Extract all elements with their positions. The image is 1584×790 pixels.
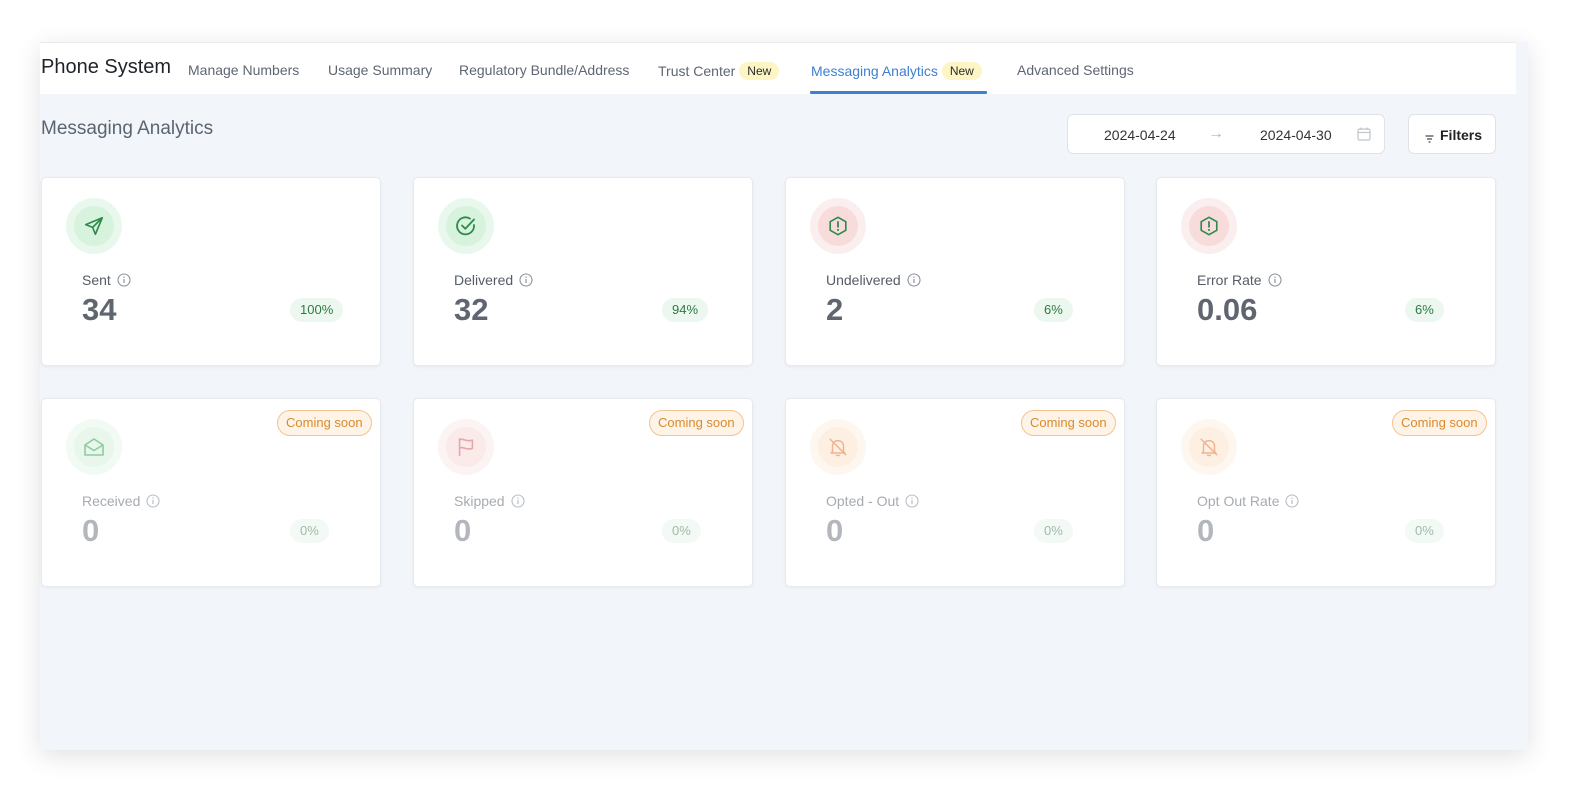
tab-label: Advanced Settings: [1017, 62, 1134, 78]
info-icon[interactable]: [519, 273, 533, 290]
tab-messaging-analytics[interactable]: Messaging Analytics New: [811, 62, 982, 80]
bell-off-icon: [818, 427, 858, 467]
icon-badge: [810, 419, 866, 475]
calendar-icon[interactable]: [1357, 127, 1371, 146]
metric-card-error-rate: Error Rate 0.06 6%: [1156, 177, 1496, 366]
filter-icon: [1425, 130, 1434, 146]
metric-label: Skipped: [454, 493, 525, 511]
coming-soon-tag: Coming soon: [649, 410, 744, 436]
tab-advanced-settings[interactable]: Advanced Settings: [1017, 62, 1134, 78]
metric-label: Error Rate: [1197, 272, 1282, 290]
metric-card-opted-out: Coming soon Opted - Out 0 0%: [785, 398, 1125, 587]
metric-card-received: Coming soon Received 0 0%: [41, 398, 381, 587]
filters-button[interactable]: Filters: [1408, 114, 1496, 154]
icon-badge: [1181, 198, 1237, 254]
metric-card-opt-out-rate: Coming soon Opt Out Rate 0 0%: [1156, 398, 1496, 587]
metric-value: 0.06: [1197, 292, 1258, 327]
metric-value: 2: [826, 292, 844, 327]
metric-value: 0: [82, 513, 100, 548]
send-icon: [74, 206, 114, 246]
tab-regulatory-bundle-address[interactable]: Regulatory Bundle/Address: [459, 62, 629, 78]
icon-badge: [438, 419, 494, 475]
percent-badge: 6%: [1405, 298, 1444, 322]
app-title: Phone System: [41, 56, 172, 78]
metric-value: 0: [1197, 513, 1215, 548]
tab-label: Usage Summary: [328, 62, 433, 78]
flag-icon: [446, 427, 486, 467]
envelope-open-icon: [74, 427, 114, 467]
metric-value: 0: [826, 513, 844, 548]
metric-label: Delivered: [454, 272, 533, 290]
page-title: Messaging Analytics: [41, 118, 214, 139]
percent-badge: 0%: [290, 519, 329, 543]
metric-card-delivered: Delivered 32 94%: [413, 177, 753, 366]
tab-label: Trust Center: [658, 63, 736, 79]
tab-usage-summary[interactable]: Usage Summary: [328, 62, 432, 78]
percent-badge: 0%: [1405, 519, 1444, 543]
app-window: Phone System Manage Numbers Usage Summar…: [40, 42, 1528, 750]
metric-card-sent: Sent 34 100%: [41, 177, 381, 366]
check-circle-icon: [446, 206, 486, 246]
coming-soon-tag: Coming soon: [277, 410, 372, 436]
filters-label: Filters: [1440, 127, 1483, 143]
active-tab-indicator: [810, 91, 987, 94]
tab-label: Messaging Analytics: [811, 63, 938, 79]
metric-label: Opt Out Rate: [1197, 493, 1300, 511]
metric-label: Undelivered: [826, 272, 921, 290]
icon-badge: [438, 198, 494, 254]
percent-badge: 0%: [1034, 519, 1073, 543]
bell-off-icon: [1189, 427, 1229, 467]
info-icon[interactable]: [1268, 273, 1282, 290]
percent-badge: 100%: [290, 298, 344, 322]
tab-label: Manage Numbers: [188, 62, 300, 78]
coming-soon-tag: Coming soon: [1392, 410, 1487, 436]
new-badge: New: [739, 62, 780, 80]
metric-value: 0: [454, 513, 472, 548]
alert-hexagon-icon: [818, 206, 858, 246]
end-date-input[interactable]: 2024-04-30: [1260, 127, 1332, 143]
info-icon[interactable]: [907, 273, 921, 290]
metric-label: Sent: [82, 272, 131, 290]
metric-card-undelivered: Undelivered 2 6%: [785, 177, 1125, 366]
metric-card-skipped: Coming soon Skipped 0 0%: [413, 398, 753, 587]
metric-label: Opted - Out: [826, 493, 919, 511]
tab-trust-center[interactable]: Trust Center New: [658, 62, 780, 80]
icon-badge: [810, 198, 866, 254]
arrow-right-icon: →: [1208, 125, 1224, 142]
metric-value: 32: [454, 292, 489, 327]
percent-badge: 94%: [662, 298, 709, 322]
start-date-input[interactable]: 2024-04-24: [1104, 127, 1176, 143]
icon-badge: [1181, 419, 1237, 475]
coming-soon-tag: Coming soon: [1021, 410, 1116, 436]
percent-badge: 0%: [662, 519, 701, 543]
alert-hexagon-icon: [1189, 206, 1229, 246]
info-icon[interactable]: [1285, 494, 1300, 511]
date-range-picker[interactable]: 2024-04-24 → 2024-04-30: [1067, 114, 1385, 154]
info-icon[interactable]: [511, 494, 525, 511]
info-icon[interactable]: [117, 273, 131, 290]
info-icon[interactable]: [905, 494, 919, 511]
info-icon[interactable]: [146, 494, 160, 511]
metric-value: 34: [82, 292, 117, 327]
percent-badge: 6%: [1034, 298, 1073, 322]
tab-label: Regulatory Bundle/Address: [459, 62, 630, 78]
icon-badge: [66, 198, 122, 254]
new-badge: New: [941, 62, 982, 80]
tab-manage-numbers[interactable]: Manage Numbers: [188, 62, 299, 78]
icon-badge: [66, 419, 122, 475]
metric-label: Received: [82, 493, 160, 511]
top-navigation-bar: Phone System Manage Numbers Usage Summar…: [40, 42, 1516, 94]
